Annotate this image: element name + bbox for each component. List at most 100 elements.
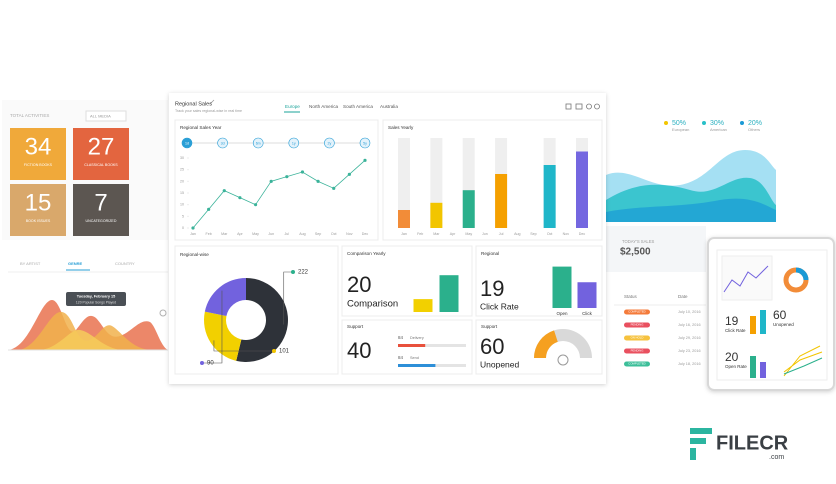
point <box>332 186 336 190</box>
bar <box>462 190 475 228</box>
tile-value: 7 <box>94 189 107 216</box>
progress-bar <box>398 344 426 347</box>
widget-value: 19 <box>725 314 739 328</box>
range-button[interactable] <box>288 137 300 149</box>
range-button[interactable] <box>324 137 335 149</box>
x-tick-label: Sep <box>530 232 536 236</box>
point <box>316 179 320 183</box>
status-pill <box>624 309 650 315</box>
widget-value: 20 <box>725 350 739 364</box>
x-tick-label: Feb <box>417 232 423 236</box>
sales-band <box>606 226 706 272</box>
progress-bar <box>398 364 436 367</box>
status: COMPLETED <box>628 362 645 366</box>
tile <box>10 128 66 180</box>
sales-value: $2,500 <box>620 247 651 258</box>
table-header: Date <box>678 294 688 299</box>
edit-icon[interactable] <box>209 99 215 105</box>
widget-label: Open Rate <box>725 364 747 369</box>
area-shape <box>20 311 150 350</box>
region-tab[interactable]: Europe <box>285 104 300 109</box>
point <box>347 172 351 176</box>
status-pill <box>624 348 650 354</box>
icon[interactable] <box>586 103 592 110</box>
x-tick-label: Mar <box>433 232 440 236</box>
kpi-value: 60 <box>480 334 504 359</box>
status-pill <box>624 361 650 367</box>
area-shape <box>606 198 776 222</box>
point <box>222 189 226 193</box>
icon[interactable] <box>575 103 583 110</box>
tab: COUNTRY <box>115 261 135 266</box>
tile-label: CLASSICAL BOOKS <box>84 163 118 167</box>
tablet <box>707 237 835 391</box>
x-tick-label: Sep <box>315 232 321 236</box>
tile-label: FICTION BOOKS <box>24 163 53 167</box>
date: July 16, 2016 <box>678 323 701 327</box>
point <box>238 196 242 200</box>
gauge-hub <box>557 354 569 366</box>
widget-label: Click Rate <box>725 328 746 333</box>
bar <box>413 299 433 312</box>
mini-card <box>721 255 773 301</box>
kpi-label: Comparison <box>347 299 398 310</box>
card <box>382 119 603 241</box>
range-label: 2y <box>328 141 332 145</box>
x-tick-label: May <box>465 232 472 236</box>
kpi-value: 19 <box>480 276 504 301</box>
legend-value: 50% <box>672 120 686 127</box>
progress-track <box>398 344 466 347</box>
panel-section <box>2 240 168 382</box>
y-tick-label: 10 <box>180 203 184 207</box>
bar <box>430 202 443 228</box>
bar <box>552 266 572 308</box>
range-button[interactable] <box>181 137 193 149</box>
donut-segment <box>203 311 242 361</box>
legend-label: Others <box>748 127 760 132</box>
tile-value: 34 <box>25 133 52 160</box>
area-shape <box>40 329 120 350</box>
range-button[interactable] <box>217 137 228 149</box>
status-pill <box>624 335 650 341</box>
gauge-fill <box>534 330 558 358</box>
status: PENDING <box>631 349 644 353</box>
data-label: 222 <box>298 270 309 276</box>
point <box>207 207 211 211</box>
progress-value: 84 <box>398 335 404 340</box>
leader-line <box>201 290 223 364</box>
tile-label: BOOK ISSUES <box>26 219 51 223</box>
icon[interactable] <box>565 103 572 110</box>
status: PENDING <box>631 323 644 327</box>
x-tick-label: Jun <box>482 232 488 236</box>
logo-bar <box>690 438 706 444</box>
status: ON HOLD <box>631 336 644 340</box>
range-label: 3d <box>221 141 225 145</box>
logo-bar <box>690 428 712 434</box>
tile <box>10 184 66 236</box>
handle <box>159 309 167 317</box>
tooltip-text: 120 Popular Songs Played <box>76 300 116 304</box>
mini-line <box>723 265 769 293</box>
leader-line <box>213 340 273 352</box>
region-tab[interactable]: Australia <box>380 104 398 109</box>
region-tab[interactable]: South America <box>343 104 373 109</box>
region-tab[interactable]: North America <box>309 104 339 109</box>
card-title: Sales Yearly <box>388 125 414 130</box>
x-tick-label: Click <box>582 311 592 316</box>
x-tick-label: Mar <box>221 232 228 236</box>
donut-segment <box>204 278 246 316</box>
range-button[interactable] <box>252 137 264 149</box>
x-tick-label: Dec <box>579 232 586 236</box>
point <box>300 170 305 174</box>
table-header: Status <box>624 294 638 299</box>
status: COMPLETED <box>628 310 645 314</box>
icon[interactable] <box>594 103 600 110</box>
range-button[interactable] <box>359 137 371 149</box>
x-tick-label: Dec <box>362 232 369 236</box>
y-tick-label: 15 <box>180 191 184 195</box>
legend-dot <box>664 121 668 125</box>
mini-bar <box>760 362 766 378</box>
tab: BY ARTIST <box>20 261 41 266</box>
sales-label: TODAY'S SALES <box>622 239 655 244</box>
